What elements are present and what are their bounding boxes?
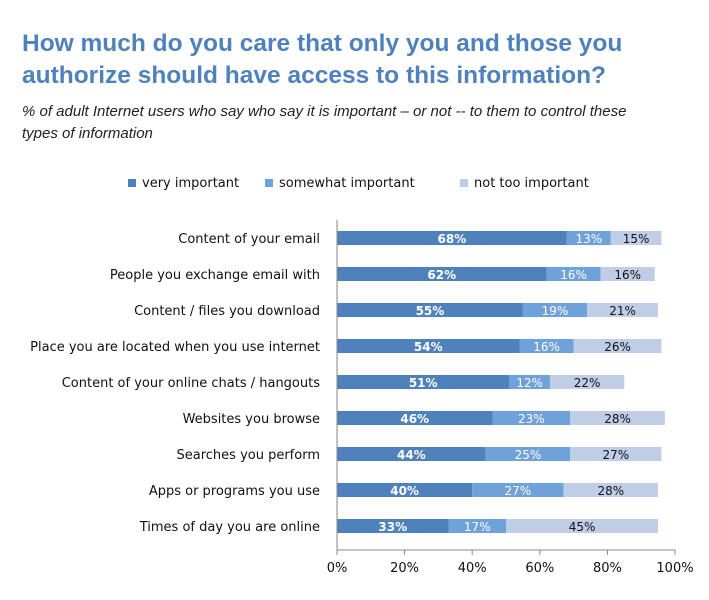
data-label: 54% <box>414 340 443 354</box>
x-tick-label: 80% <box>593 561 622 576</box>
data-label: 44% <box>397 448 426 462</box>
bar-segment <box>485 447 571 461</box>
bar-segment <box>570 447 662 461</box>
bar-segment <box>566 231 611 245</box>
category-label: Content of your email <box>178 232 320 247</box>
chart-bars: 68% 13% 15% 62% 16% 16% 55% 19% 21% 54% 16% 26% 51% 1… <box>337 231 665 534</box>
category-labels: Content of your email People you exchange… <box>30 232 320 535</box>
data-label: 62% <box>427 268 456 282</box>
bar-segment <box>337 447 486 461</box>
category-label: Content / files you download <box>134 304 320 319</box>
legend-item: somewhat important <box>265 176 415 191</box>
data-label: 16% <box>533 340 560 354</box>
bar-segment <box>337 231 567 245</box>
data-label: 15% <box>623 232 650 246</box>
category-label: Apps or programs you use <box>149 484 320 499</box>
bar-segment <box>573 339 662 353</box>
data-label: 19% <box>542 304 569 318</box>
data-label: 33% <box>378 520 407 534</box>
bar-segment <box>509 375 550 389</box>
bar-segment <box>337 339 520 353</box>
data-label: 26% <box>604 340 631 354</box>
category-label: Searches you perform <box>177 448 321 463</box>
bar-segment <box>519 339 574 353</box>
bar-segment <box>610 231 662 245</box>
data-label: 21% <box>609 304 636 318</box>
x-tick-label: 40% <box>458 561 487 576</box>
category-label: Content of your online chats / hangouts <box>62 376 321 391</box>
data-label: 28% <box>604 412 631 426</box>
bar-segment <box>587 303 659 317</box>
bar-segment <box>600 267 655 281</box>
bar-segment <box>337 411 493 425</box>
legend-swatch <box>128 179 136 187</box>
data-label: 12% <box>516 376 543 390</box>
bar-segment <box>472 483 564 497</box>
x-tick-label: 0% <box>327 561 348 576</box>
x-axis: 0% 20% 40% 60% 80% 100% <box>327 220 694 576</box>
bar-segment <box>522 303 588 317</box>
category-label: Place you are located when you use inter… <box>30 340 320 355</box>
bar-segment <box>506 519 659 533</box>
data-label: 40% <box>390 484 419 498</box>
chart-legend: very important somewhat important not too … <box>128 176 589 191</box>
chart-subtitle: % of adult Internet users who say who sa… <box>22 103 627 142</box>
legend-label: not too important <box>474 176 589 191</box>
legend-label: somewhat important <box>279 176 415 191</box>
bar-segment <box>337 375 510 389</box>
data-label: 55% <box>416 304 445 318</box>
bar-segment <box>570 411 665 425</box>
stacked-bar-chart: very important somewhat important not too … <box>30 176 694 576</box>
data-label: 28% <box>597 484 624 498</box>
x-tick-label: 100% <box>656 561 693 576</box>
data-label: 22% <box>574 376 601 390</box>
bar-segment <box>549 375 625 389</box>
bar-segment <box>563 483 659 497</box>
category-label: Times of day you are online <box>139 520 320 535</box>
category-label: People you exchange email with <box>110 268 320 283</box>
legend-item: not too important <box>460 176 589 191</box>
bar-segment <box>337 303 523 317</box>
legend-swatch <box>265 179 273 187</box>
data-label: 23% <box>518 412 545 426</box>
bar-segment <box>546 267 601 281</box>
data-label: 25% <box>515 448 542 462</box>
chart-title: How much do you care that only you and t… <box>22 30 623 89</box>
data-label: 27% <box>603 448 630 462</box>
x-tick-label: 20% <box>390 561 419 576</box>
legend-item: very important <box>128 176 239 191</box>
data-label: 16% <box>614 268 641 282</box>
data-label: 68% <box>438 232 467 246</box>
bar-segment <box>492 411 571 425</box>
data-label: 45% <box>569 520 596 534</box>
bar-segment <box>337 267 547 281</box>
data-label: 46% <box>400 412 429 426</box>
data-label: 27% <box>504 484 531 498</box>
data-label: 51% <box>409 376 438 390</box>
bar-segment <box>448 519 506 533</box>
bar-segment <box>337 519 449 533</box>
x-tick-label: 60% <box>525 561 554 576</box>
legend-swatch <box>460 179 468 187</box>
data-label: 17% <box>464 520 491 534</box>
category-label: Websites you browse <box>183 412 320 427</box>
bar-segment <box>337 483 473 497</box>
data-label: 16% <box>560 268 587 282</box>
legend-label: very important <box>142 176 239 191</box>
data-label: 13% <box>575 232 602 246</box>
